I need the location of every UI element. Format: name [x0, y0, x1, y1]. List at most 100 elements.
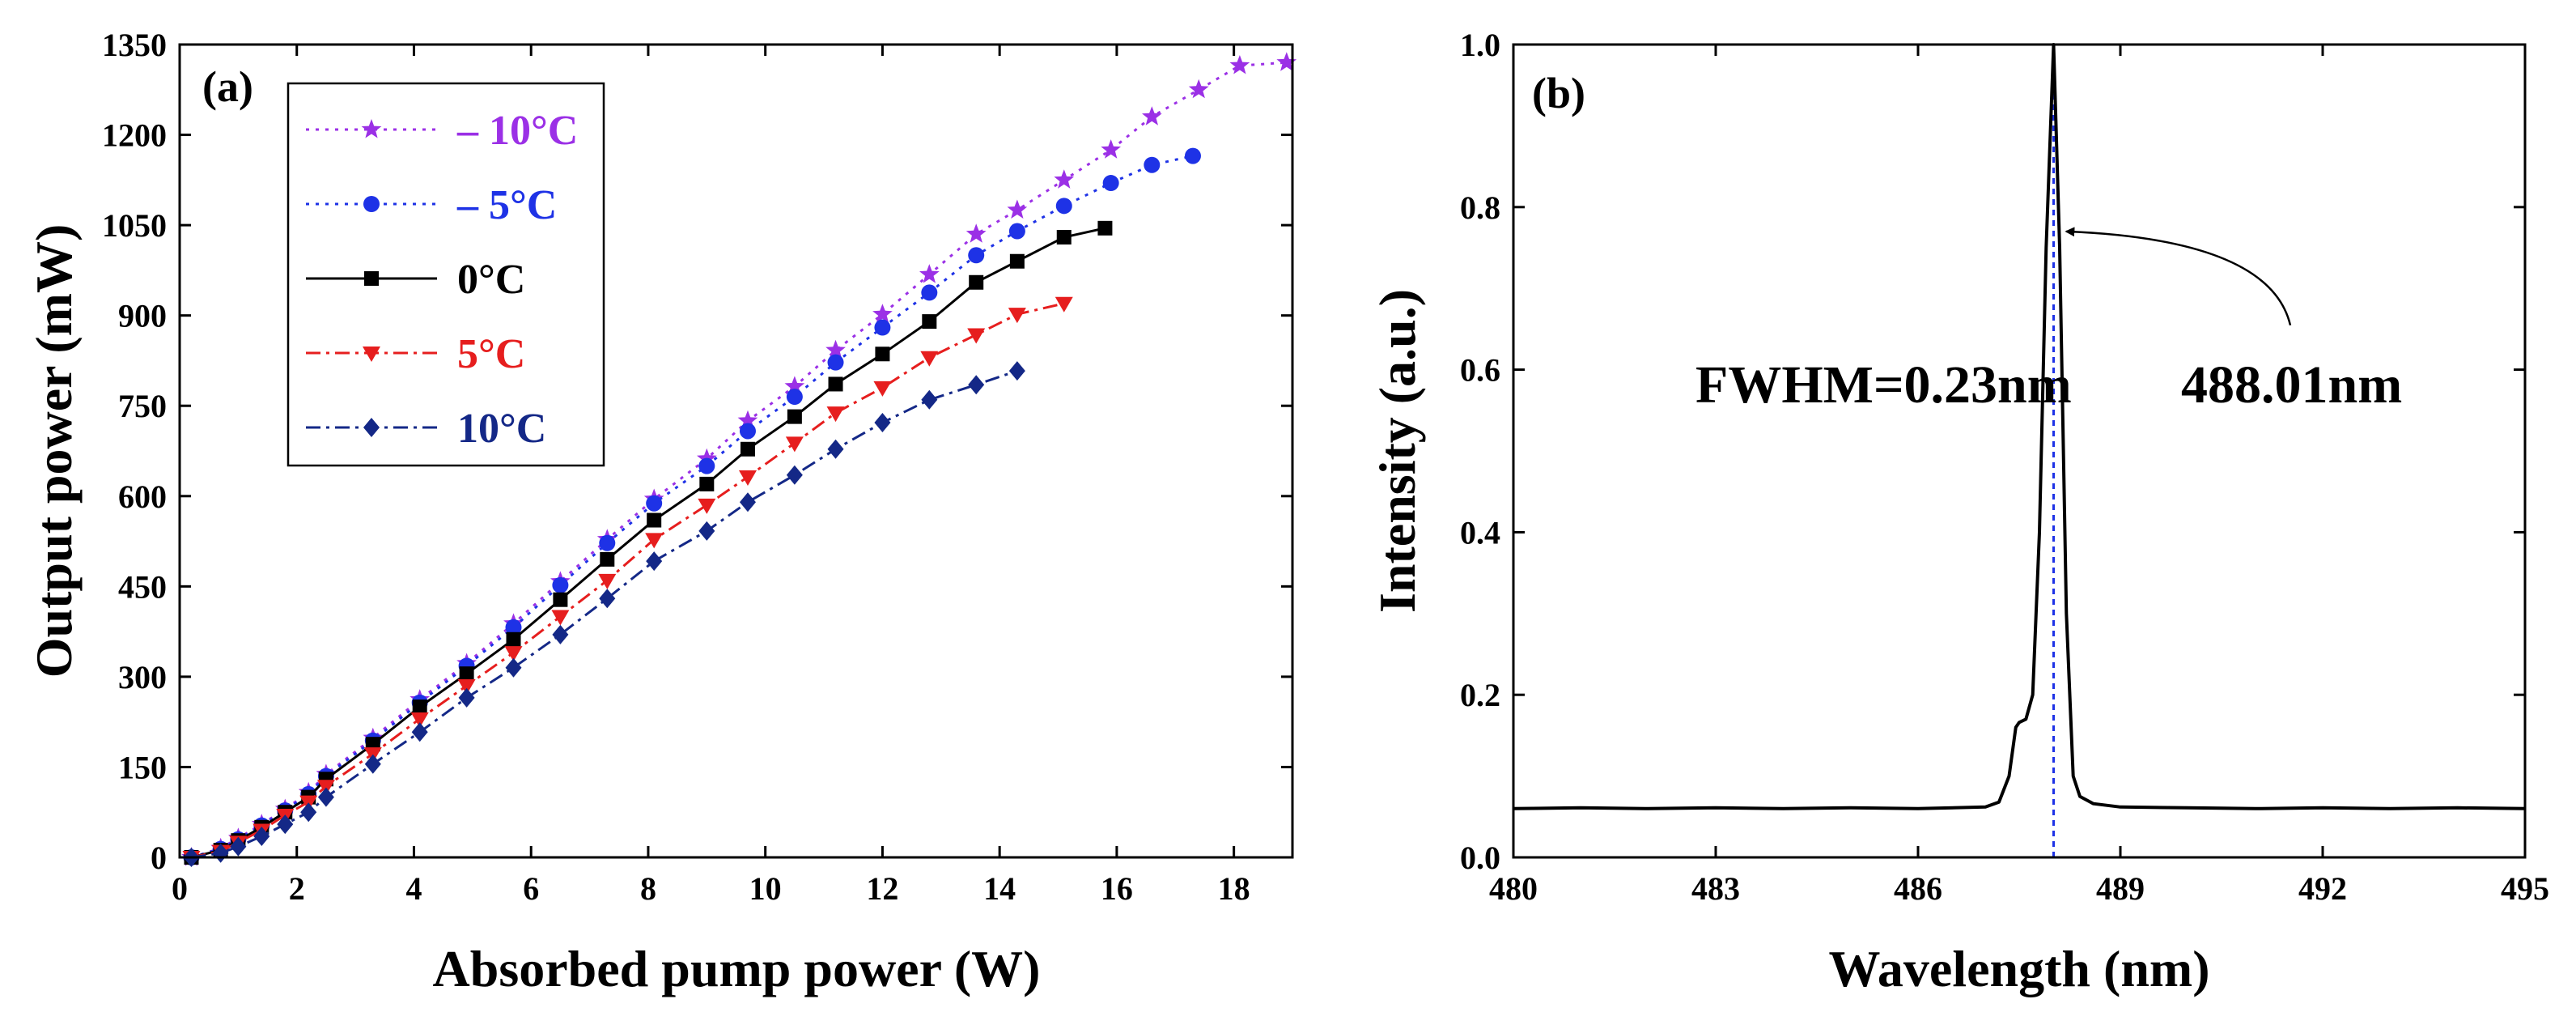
chart-a-series-1-point — [646, 495, 663, 512]
chart-a-legend-label-4: 10°C — [457, 406, 546, 452]
chart-a-series-1-point — [739, 423, 756, 440]
chart-a-legend-label-0: – 10°C — [456, 108, 578, 154]
chart-a-series-2-point — [1009, 253, 1025, 269]
chart-a-series-2-point — [412, 699, 427, 715]
chart-a-series-3-point — [873, 381, 892, 397]
chart-a-series-3-point — [504, 646, 523, 662]
chart-a-y-tick-label: 300 — [118, 659, 167, 695]
chart-b-x-tick-label: 492 — [2298, 870, 2347, 907]
chart-a-legend-item-0: – 10°C — [306, 108, 578, 154]
chart-a-series-4-point — [317, 787, 334, 807]
chart-a-y-tick-label: 900 — [118, 298, 167, 334]
chart-a-series-1-point — [1144, 156, 1161, 173]
chart-a-series-1-point — [1184, 147, 1201, 164]
chart-a-series-1-point — [968, 247, 985, 264]
chart-a-series-4-point — [505, 657, 522, 678]
chart-b-y-axis-title: Intensity (a.u.) — [1369, 289, 1426, 613]
chart-a-series-4-point — [968, 375, 985, 395]
chart-a-x-tick-label: 18 — [1218, 870, 1250, 907]
chart-b-y-tick-label: 1.0 — [1460, 27, 1500, 63]
chart-b-annotation-arrow — [2065, 227, 2292, 326]
chart-a-series-2-point — [740, 441, 755, 457]
chart-a-legend-item-4: 10°C — [306, 406, 546, 452]
chart-a-series-1-point — [874, 319, 891, 336]
chart-b-y-tick-label: 0.6 — [1460, 352, 1500, 389]
chart-a-series-0-point — [1054, 169, 1075, 189]
chart-a-series-4-point — [786, 465, 803, 485]
chart-a-legend-marker-1 — [363, 196, 380, 212]
chart-a-series-1-point — [786, 389, 803, 406]
chart-a-series-4-point — [874, 413, 891, 433]
chart-a-series-2-point — [600, 551, 615, 567]
chart-a-series-4-line — [191, 369, 1018, 859]
chart-a-y-tick-label: 600 — [118, 478, 167, 515]
chart-a-series-2-point — [1056, 229, 1072, 244]
chart-b-x-tick-label: 483 — [1691, 870, 1740, 907]
chart-a-series-3-point — [598, 573, 617, 589]
chart-a-series-2-point — [787, 409, 802, 424]
chart-a-y-tick-label: 150 — [118, 749, 167, 785]
chart-a-series-4-point — [827, 439, 844, 459]
chart-a-series-4-point — [739, 492, 756, 512]
chart-a-series-0-point — [1101, 139, 1121, 159]
chart-b-panel-label: (b) — [1532, 69, 1585, 117]
chart-a-x-tick-label: 12 — [866, 870, 898, 907]
chart-a-legend-item-3: 5°C — [306, 331, 525, 377]
chart-a-y-tick-label: 750 — [118, 388, 167, 424]
chart-a-y-axis-title: Output power (mW) — [25, 224, 83, 678]
chart-a-x-tick-label: 4 — [405, 870, 422, 907]
chart-a-series-4-point — [253, 826, 270, 846]
chart-b-x-tick-label: 495 — [2501, 870, 2549, 907]
chart-a-series-4-point — [599, 589, 616, 609]
chart-a-series-3-point — [457, 679, 476, 695]
chart-a-series-2-point — [875, 347, 890, 362]
chart-a-series-0-point — [1142, 106, 1162, 125]
chart-a-legend-box — [286, 82, 605, 467]
chart-a-panel-label: (a) — [202, 62, 253, 111]
chart-a-series-4-point — [277, 814, 294, 835]
chart-a-series-4-point — [646, 551, 663, 572]
chart-a-series-0-point — [1229, 55, 1250, 74]
chart-a-legend-marker-0 — [361, 119, 382, 138]
chart-a-series-2-point — [828, 376, 843, 392]
chart-a-x-axis-title: Absorbed pump power (W) — [433, 940, 1041, 997]
chart-a-series-2-point — [699, 476, 715, 491]
chart-a-series-2-point — [459, 666, 474, 682]
chart-a-series-3-point — [738, 470, 757, 486]
chart-a-legend-item-2: 0°C — [306, 257, 525, 303]
chart-a-series-0-point — [919, 264, 940, 283]
chart-a-series-2-point — [922, 314, 937, 330]
chart-a-y-tick-label: 1200 — [102, 117, 167, 154]
chart-a-series-0-point — [697, 448, 717, 468]
chart-a-series-0-point — [1007, 199, 1028, 219]
chart-a-legend: – 10°C – 5°C 0°C 5°C 10°C — [286, 82, 605, 467]
chart-a-series-3-point — [1008, 308, 1026, 324]
chart-a-series-4-point — [698, 521, 715, 541]
chart-a-series-4-point — [1008, 361, 1025, 381]
chart-a-x-tick-label: 6 — [523, 870, 539, 907]
chart-a-legend-marker-3 — [363, 347, 380, 362]
chart-a-legend-marker-2 — [364, 271, 379, 286]
chart-b-x-tick-label: 489 — [2096, 870, 2145, 907]
chart-a-x-tick-label: 0 — [172, 870, 188, 907]
chart-a-series-4-point — [364, 754, 381, 774]
chart-a-series-4-point — [411, 722, 428, 742]
chart-a-series-2-point — [553, 592, 568, 607]
chart-a-series-2-point — [506, 631, 521, 647]
chart-a-legend-label-3: 5°C — [457, 331, 525, 377]
chart-a-series-1-point — [552, 576, 569, 593]
chart-a-series-1-point — [505, 619, 522, 636]
chart-b-x-tick-label: 486 — [1894, 870, 1942, 907]
chart-a-y-tick-label: 0 — [151, 840, 167, 876]
chart-a-y-tick-label: 1050 — [102, 207, 167, 244]
chart-a-series-0-point — [1188, 79, 1209, 99]
chart-a-series-1-point — [1102, 175, 1119, 192]
chart-a-series-0-point — [872, 304, 893, 323]
chart-a-series-3-point — [645, 533, 664, 549]
chart-a-series-2-point — [1097, 220, 1113, 236]
chart-a-series-0-point — [1276, 52, 1297, 71]
chart-a-plot-frame — [178, 43, 1294, 859]
chart-a-series-0-point — [784, 376, 805, 395]
chart-a-series-4-point — [300, 802, 317, 823]
